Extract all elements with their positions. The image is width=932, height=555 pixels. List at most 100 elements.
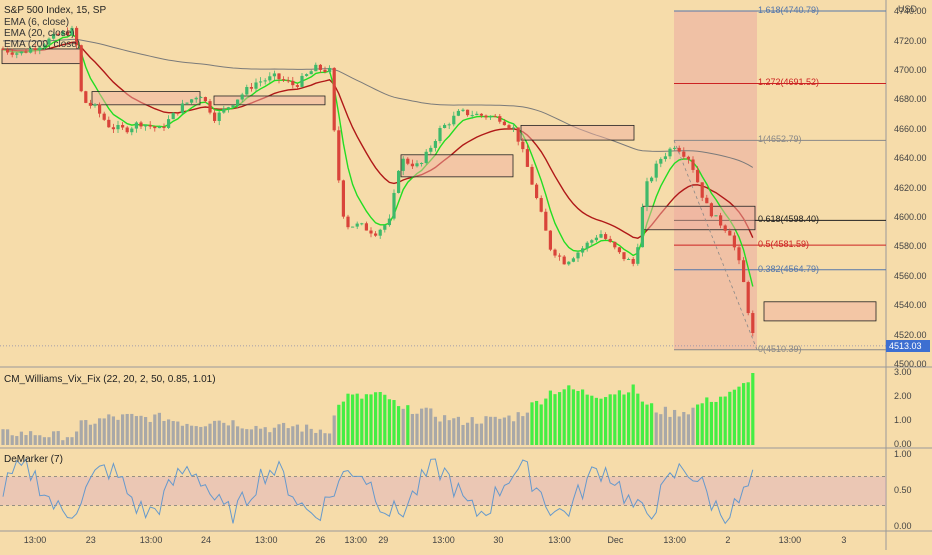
candle-body xyxy=(663,156,667,160)
vix-bar xyxy=(29,431,33,445)
candle-body xyxy=(604,234,608,239)
candle-body xyxy=(19,51,23,54)
ema200-line xyxy=(3,38,754,168)
vix-bar xyxy=(217,420,221,445)
vix-bar xyxy=(190,425,194,445)
candle-body xyxy=(300,75,304,87)
vix-bar xyxy=(139,415,143,445)
candle-body xyxy=(107,119,111,128)
candle-body xyxy=(429,147,433,152)
vix-bar xyxy=(617,390,621,445)
candle-body xyxy=(608,238,612,242)
vix-bar xyxy=(613,394,617,445)
zone-box xyxy=(213,95,326,106)
vix-bar xyxy=(746,382,750,445)
vix-bar xyxy=(56,431,60,445)
candle-body xyxy=(282,79,286,81)
vix-bar xyxy=(581,389,585,445)
candle-body xyxy=(489,116,493,118)
candle-body xyxy=(613,241,617,248)
vix-bar xyxy=(346,393,350,445)
price-tick-label: 4700.00 xyxy=(894,65,927,75)
vix-bar xyxy=(650,403,654,445)
vix-bar xyxy=(222,422,226,445)
candle-body xyxy=(553,249,557,256)
candle-body xyxy=(558,255,562,257)
vix-bar xyxy=(663,406,667,445)
candle-body xyxy=(286,80,290,82)
candle-body xyxy=(180,103,184,114)
vix-bar xyxy=(351,394,355,445)
candle-body xyxy=(65,31,69,36)
vix-bar xyxy=(277,424,281,445)
candle-body xyxy=(369,230,373,234)
candle-body xyxy=(691,159,695,170)
candle-body xyxy=(659,159,663,164)
vix-bar xyxy=(364,394,368,445)
candle-body xyxy=(378,229,382,236)
vix-bar xyxy=(525,412,529,445)
vix-bar xyxy=(406,405,410,445)
x-tick-label: 30 xyxy=(493,535,504,545)
vix-bar xyxy=(144,416,148,445)
vix-bar xyxy=(535,400,539,445)
candle-body xyxy=(723,225,727,231)
candle-body xyxy=(668,148,672,157)
vix-bar xyxy=(571,389,575,445)
fib-label: 1(4652.79) xyxy=(758,134,802,145)
candle-body xyxy=(617,247,621,253)
vix-bar xyxy=(286,428,290,445)
candle-body xyxy=(263,80,267,82)
vix-bar xyxy=(516,412,520,445)
candle-body xyxy=(622,252,626,260)
vix-bar xyxy=(429,408,433,445)
vix-bar xyxy=(185,423,189,445)
vix-bar xyxy=(148,421,152,445)
candle-body xyxy=(516,127,520,142)
vix-bar xyxy=(305,424,309,445)
vix-bar xyxy=(268,432,272,445)
candle-body xyxy=(424,151,428,163)
candle-body xyxy=(318,64,322,70)
candle-body xyxy=(466,109,470,116)
vix-bar xyxy=(392,400,396,445)
candle-body xyxy=(401,158,405,171)
candle-body xyxy=(10,52,14,55)
vix-bar xyxy=(493,416,497,445)
candle-body xyxy=(1,48,5,50)
candle-body xyxy=(231,105,235,108)
vix-bar xyxy=(42,437,46,445)
vix-bar xyxy=(640,401,644,445)
candle-body xyxy=(24,51,28,53)
vix-bar xyxy=(272,427,276,445)
vix-bar xyxy=(415,413,419,445)
candle-body xyxy=(314,64,318,72)
x-tick-label: 23 xyxy=(85,535,96,545)
candle-body xyxy=(125,127,129,133)
candle-body xyxy=(328,67,332,72)
candle-body xyxy=(111,127,115,130)
vix-bar xyxy=(383,394,387,445)
vix-bar xyxy=(33,435,37,445)
vix-bar xyxy=(75,431,79,445)
candle-body xyxy=(456,110,460,116)
candle-body xyxy=(56,33,60,35)
zone-box xyxy=(520,124,635,141)
price-tick-label: 4740.00 xyxy=(894,6,927,17)
candle-body xyxy=(746,282,750,314)
candle-body xyxy=(433,141,437,148)
candle-body xyxy=(93,104,97,106)
vix-bar xyxy=(111,416,115,445)
vix-bar xyxy=(539,404,543,445)
vix-bar xyxy=(249,429,253,445)
ema20-legend: EMA (20, close) xyxy=(4,28,75,39)
fib-label: 0.382(4564.79) xyxy=(758,263,820,274)
candle-body xyxy=(171,112,175,120)
candle-body xyxy=(544,211,548,231)
candle-body xyxy=(447,124,451,126)
vix-bar xyxy=(213,420,217,445)
candle-body xyxy=(493,116,497,118)
ema200-legend: EMA (200, close) xyxy=(4,39,81,50)
